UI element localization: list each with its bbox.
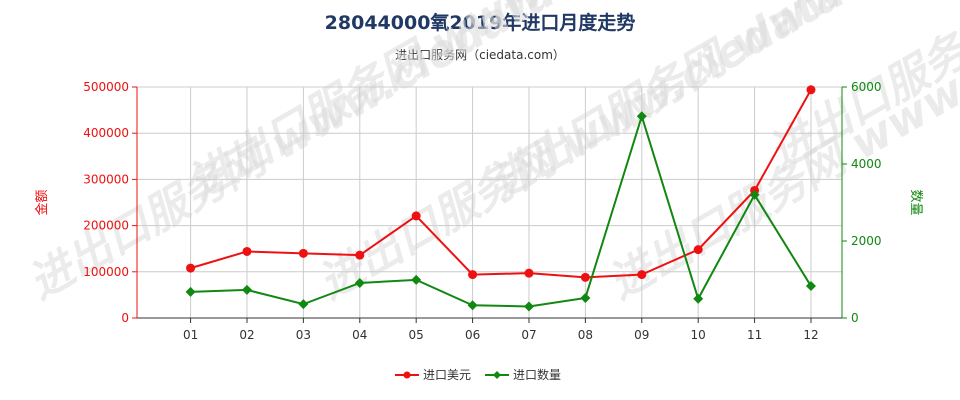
y-left-tick-label: 200000 (83, 219, 129, 233)
chart-subtitle: 进出口服务网（ciedata.com） (395, 48, 565, 62)
x-tick-label: 11 (747, 328, 762, 342)
legend-label: 进口美元 (423, 368, 471, 382)
data-point-series-2 (523, 301, 534, 312)
x-tick-label: 12 (803, 328, 818, 342)
data-point-series-2 (354, 277, 365, 288)
x-tick-label: 07 (521, 328, 536, 342)
data-point-series-1 (580, 272, 590, 282)
x-tick-label: 01 (183, 328, 198, 342)
data-point-series-1 (298, 248, 308, 258)
x-tick-label: 02 (239, 328, 254, 342)
data-point-series-2 (580, 292, 591, 303)
data-point-series-2 (241, 284, 252, 295)
y-right-axis-title: 数量 (908, 189, 923, 215)
x-tick-label: 03 (296, 328, 311, 342)
legend-marker (403, 371, 411, 379)
legend-marker (493, 371, 501, 379)
data-point-series-1 (693, 245, 703, 255)
x-tick-label: 05 (409, 328, 424, 342)
data-point-series-1 (355, 250, 365, 260)
y-right-tick-label: 2000 (851, 234, 882, 248)
legend-label: 进口数量 (513, 367, 561, 382)
data-point-series-2 (636, 111, 647, 122)
y-left-tick-label: 400000 (83, 126, 129, 140)
series-line-1 (190, 89, 812, 279)
data-point-series-1 (468, 270, 478, 280)
data-point-series-1 (186, 263, 196, 273)
x-tick-label: 10 (691, 328, 706, 342)
y-right-tick-label: 6000 (851, 80, 882, 94)
x-tick-label: 09 (634, 328, 649, 342)
axes: 0 100000 200000 300000 400000 500000 0 2000 4000… (34, 80, 923, 342)
legend: 进口美元 进口数量 (395, 367, 561, 382)
y-left-axis-title: 金额 (34, 189, 50, 215)
chart-title: 28044000氧2019年进口月度走势 (324, 12, 636, 34)
data-point-series-2 (805, 281, 816, 292)
data-point-series-2 (185, 286, 196, 297)
y-right-tick-label: 0 (851, 311, 859, 325)
y-left-tick-label: 0 (121, 311, 129, 325)
y-left-tick-label: 500000 (83, 80, 129, 94)
data-point-series-1 (524, 268, 534, 278)
data-point-series-2 (298, 299, 309, 310)
x-tick-label: 06 (465, 328, 480, 342)
y-left-tick-label: 100000 (83, 265, 129, 279)
y-left-tick-label: 300000 (83, 172, 129, 186)
x-tick-label: 08 (578, 328, 593, 342)
data-point-series-1 (637, 270, 647, 280)
data-point-series-2 (411, 274, 422, 285)
data-point-series-2 (467, 300, 478, 311)
series (185, 85, 816, 312)
series-line-2 (190, 112, 812, 308)
data-point-series-1 (411, 211, 421, 221)
data-point-series-2 (749, 189, 760, 200)
data-point-series-2 (693, 293, 704, 304)
data-point-series-1 (806, 85, 816, 95)
x-tick-label: 04 (352, 328, 367, 342)
data-point-series-1 (242, 246, 252, 256)
y-right-tick-label: 4000 (851, 157, 882, 171)
